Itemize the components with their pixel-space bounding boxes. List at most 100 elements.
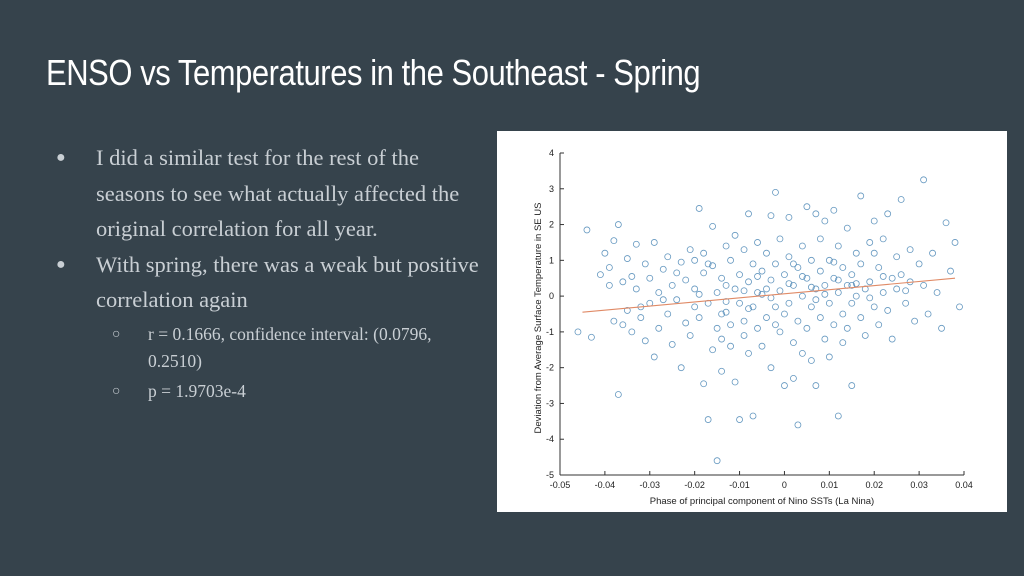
y-tick-label: 4 bbox=[549, 148, 554, 158]
scatter-point bbox=[686, 246, 694, 253]
scatter-point bbox=[924, 310, 932, 318]
y-tick-label: 0 bbox=[549, 291, 554, 301]
scatter-point bbox=[807, 256, 815, 264]
sub-bullet-text: p = 1.9703e-4 bbox=[148, 380, 246, 401]
scatter-point bbox=[812, 210, 820, 218]
scatter-point bbox=[767, 276, 775, 284]
scatter-point bbox=[673, 296, 681, 304]
scatter-point bbox=[597, 271, 604, 279]
scatter-point bbox=[816, 267, 824, 275]
scatter-point bbox=[857, 260, 865, 268]
scatter-point bbox=[605, 264, 613, 271]
scatter-point bbox=[655, 324, 663, 332]
scatter-point bbox=[740, 246, 748, 253]
y-tick-label: 1 bbox=[549, 255, 554, 265]
scatter-point bbox=[763, 285, 770, 293]
x-tick-label: 0.04 bbox=[955, 480, 973, 490]
scatter-point bbox=[758, 290, 766, 298]
scatter-point bbox=[929, 249, 936, 257]
scatter-point bbox=[803, 324, 811, 332]
scatter-point bbox=[583, 226, 591, 234]
scatter-point bbox=[677, 258, 685, 266]
bullet-ring-icon: ○ bbox=[112, 326, 121, 342]
scatter-point bbox=[664, 310, 672, 318]
scatter-point bbox=[718, 274, 726, 282]
scatter-point bbox=[915, 260, 923, 268]
scatter-point bbox=[677, 364, 685, 372]
y-tick-label: -2 bbox=[546, 363, 554, 373]
scatter-point bbox=[650, 239, 658, 246]
scatter-point bbox=[727, 321, 734, 329]
y-tick-label: 2 bbox=[549, 220, 554, 230]
scatter-point bbox=[628, 328, 636, 336]
scatter-point bbox=[628, 273, 636, 280]
scatter-point bbox=[897, 271, 905, 279]
scatter-point bbox=[745, 278, 752, 286]
scatter-point bbox=[781, 310, 788, 318]
scatter-point bbox=[821, 335, 829, 343]
scatter-point bbox=[790, 260, 797, 268]
x-tick-label: -0.02 bbox=[684, 480, 705, 490]
bullet-text: I did a similar test for the rest of the… bbox=[96, 145, 460, 241]
scatter-point bbox=[839, 339, 847, 347]
scatter-point bbox=[893, 285, 901, 293]
scatter-point bbox=[803, 274, 811, 282]
scatter-point bbox=[785, 280, 793, 287]
scatter-point bbox=[861, 332, 869, 339]
scatter-point bbox=[731, 231, 739, 239]
bullet-dot-icon: ● bbox=[56, 255, 66, 273]
scatter-point bbox=[776, 235, 784, 243]
scatter-point bbox=[816, 235, 824, 243]
scatter-point bbox=[767, 212, 775, 220]
x-tick-label: 0.02 bbox=[865, 480, 883, 490]
scatter-point bbox=[641, 260, 649, 268]
scatter-point bbox=[843, 224, 851, 232]
scatter-point bbox=[947, 267, 954, 275]
y-tick-label: -4 bbox=[546, 434, 554, 444]
scatter-point bbox=[740, 287, 748, 295]
scatter-point bbox=[857, 192, 865, 200]
scatter-point bbox=[731, 378, 739, 386]
sub-bullet-item: ○ r = 0.1666, confidence interval: (0.07… bbox=[56, 321, 486, 375]
scatter-point bbox=[812, 296, 820, 304]
scatter-point bbox=[736, 271, 743, 279]
scatter-point bbox=[848, 299, 856, 307]
x-tick-label: 0.01 bbox=[821, 480, 839, 490]
scatter-point bbox=[830, 258, 838, 266]
scatter-point bbox=[682, 319, 690, 327]
scatter-point bbox=[834, 276, 842, 284]
scatter-point bbox=[722, 298, 730, 305]
y-tick-label: 3 bbox=[549, 184, 554, 194]
scatter-point bbox=[749, 412, 757, 420]
scatter-point bbox=[852, 292, 860, 300]
scatter-point bbox=[682, 276, 690, 284]
scatter-point bbox=[709, 346, 717, 354]
scatter-point bbox=[623, 255, 631, 262]
scatter-point bbox=[632, 240, 640, 248]
scatter-point bbox=[866, 278, 874, 286]
scatter-point bbox=[718, 335, 726, 343]
y-tick-label: -3 bbox=[546, 398, 554, 408]
scatter-point bbox=[731, 285, 739, 293]
scatter-point bbox=[646, 274, 654, 282]
scatter-point bbox=[830, 274, 838, 282]
scatter-point bbox=[754, 324, 761, 332]
scatter-point bbox=[709, 222, 717, 230]
scatter-point bbox=[794, 421, 802, 429]
scatter-point bbox=[745, 210, 752, 218]
scatter-point bbox=[866, 294, 874, 302]
scatter-point bbox=[772, 188, 779, 196]
scatter-point bbox=[763, 249, 770, 257]
scatter-point bbox=[893, 253, 901, 261]
scatter-point bbox=[870, 249, 878, 257]
scatter-point bbox=[866, 239, 874, 246]
scatter-point bbox=[794, 317, 802, 325]
bullet-item: ● With spring, there was a weak but posi… bbox=[56, 247, 486, 318]
scatter-point bbox=[839, 264, 847, 271]
scatter-point bbox=[942, 219, 950, 227]
bullet-item: ● I did a similar test for the rest of t… bbox=[56, 140, 486, 247]
scatter-point bbox=[610, 237, 618, 245]
scatter-point bbox=[920, 281, 928, 289]
y-tick-label: -5 bbox=[546, 470, 554, 480]
scatter-point bbox=[668, 281, 676, 289]
